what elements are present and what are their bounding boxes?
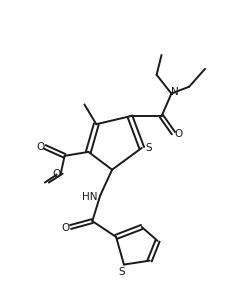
Text: O: O xyxy=(53,169,61,179)
Text: S: S xyxy=(145,143,152,153)
Text: O: O xyxy=(37,142,45,152)
Text: HN: HN xyxy=(82,192,97,202)
Text: O: O xyxy=(61,223,70,233)
Text: S: S xyxy=(119,268,125,278)
Text: N: N xyxy=(171,87,178,97)
Text: O: O xyxy=(174,129,182,139)
